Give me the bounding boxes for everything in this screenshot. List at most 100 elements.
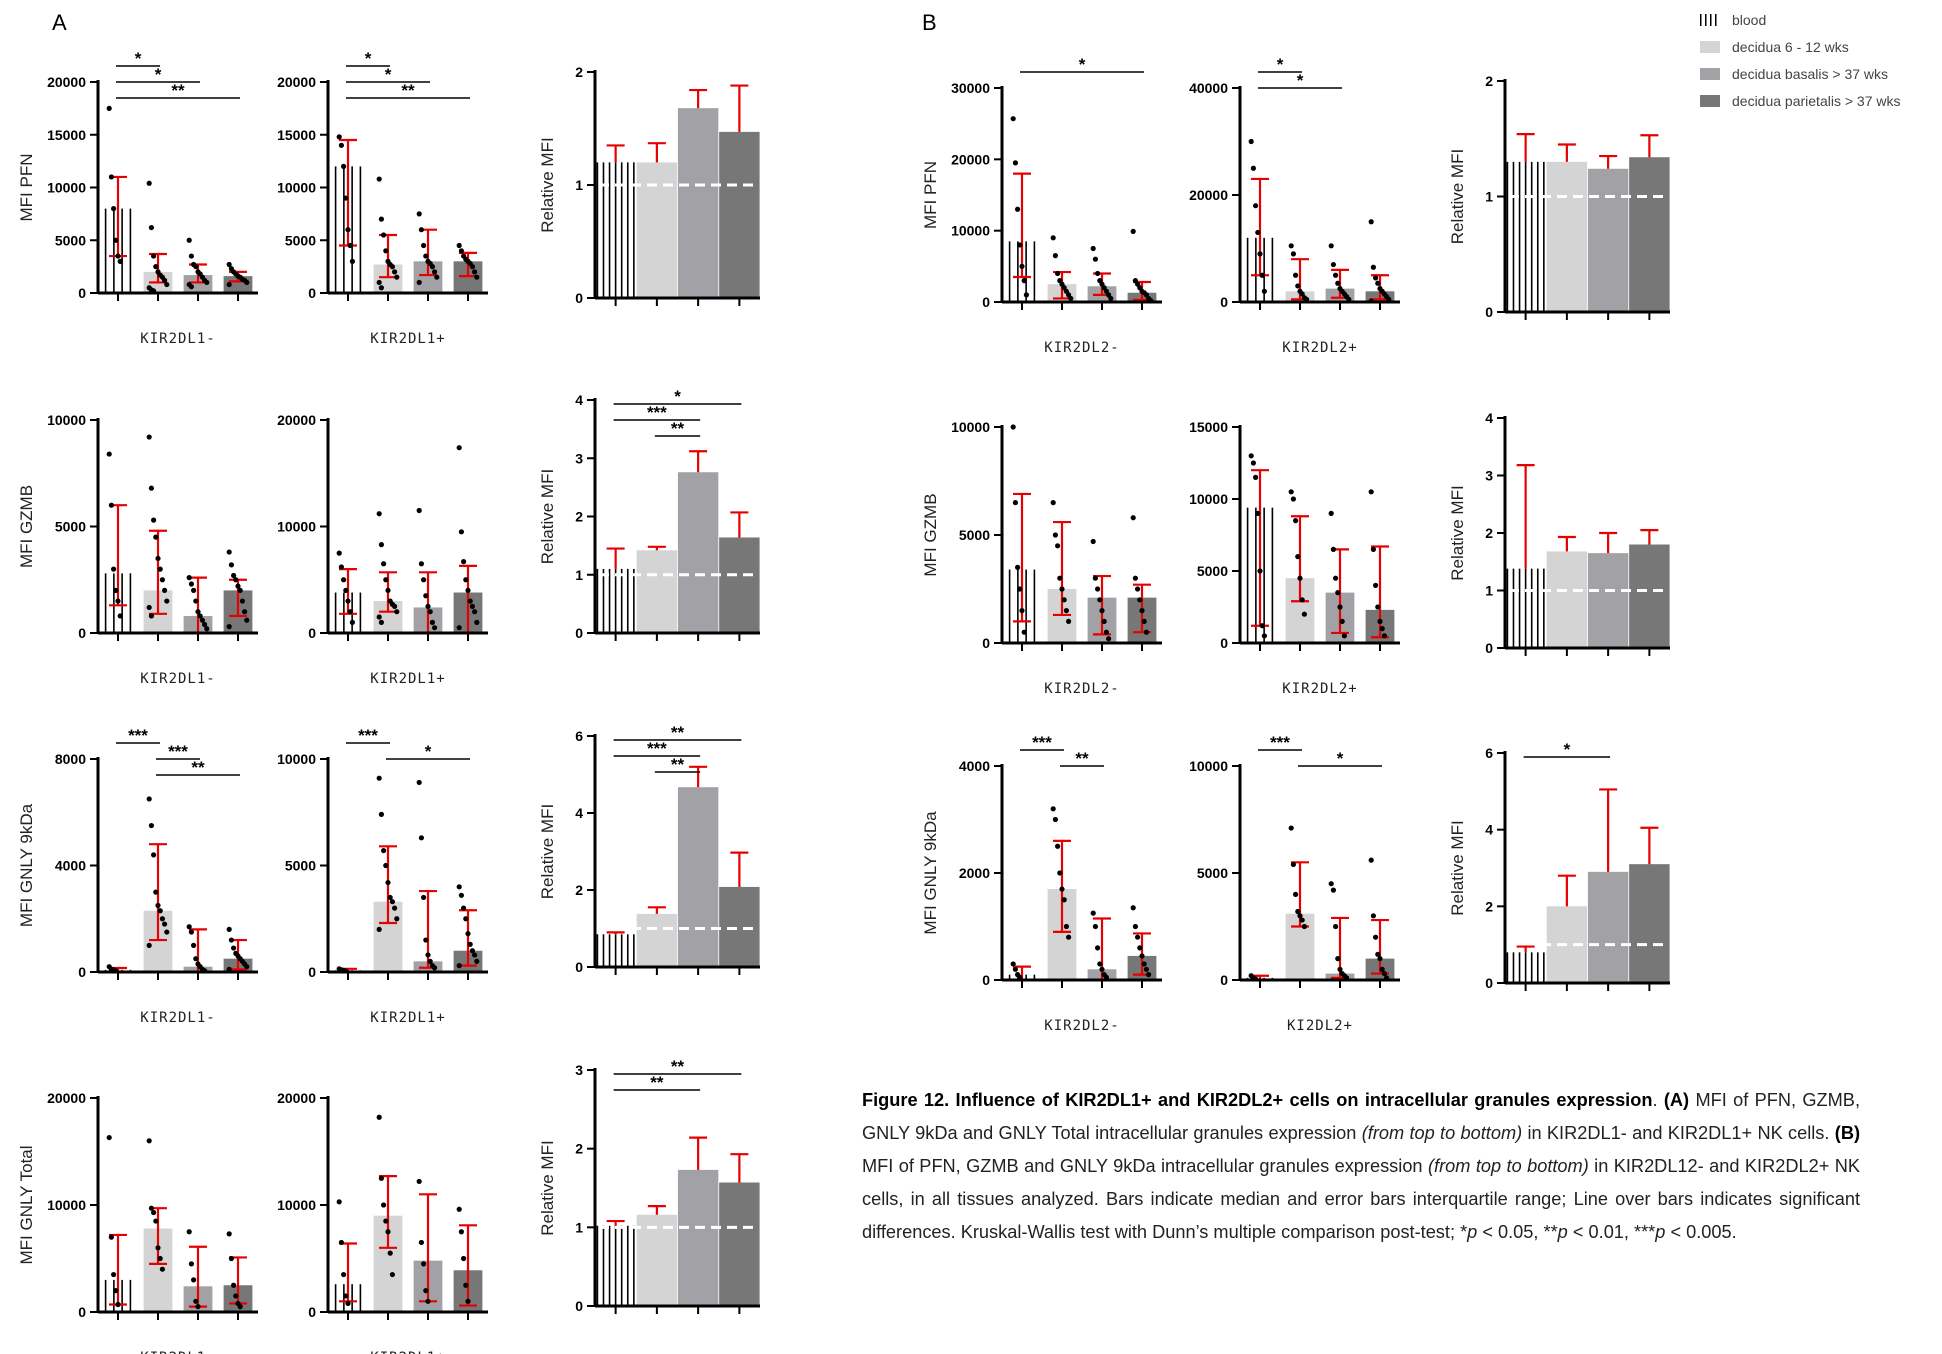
data-point [378, 542, 384, 548]
data-point [1021, 278, 1027, 284]
data-point [347, 242, 353, 249]
data-point [1373, 275, 1379, 281]
data-point [341, 1271, 347, 1278]
y-axis-label: Relative MFI [1448, 485, 1467, 580]
y-tick-label: 10000 [951, 419, 990, 435]
legend-label: blood [1732, 11, 1767, 28]
data-point [113, 237, 119, 243]
data-point [197, 613, 203, 619]
bar [1629, 544, 1670, 648]
data-point [1370, 913, 1376, 919]
data-point [115, 1301, 121, 1308]
caption-p: p [1467, 1222, 1478, 1242]
data-point [1250, 460, 1256, 466]
data-point [164, 598, 170, 604]
y-axis-label: MFI GZMB [921, 493, 940, 576]
data-point [416, 211, 422, 217]
data-point [469, 603, 475, 609]
bar [677, 108, 719, 298]
legend-label: decidua parietalis > 37 wks [1732, 92, 1901, 109]
data-point [1333, 923, 1339, 930]
y-tick-label: 4 [575, 805, 583, 821]
data-point [416, 279, 422, 286]
data-point [188, 284, 194, 290]
y-tick-label: 8000 [55, 751, 86, 767]
data-point [425, 1298, 431, 1304]
caption-emphasis: (from top to bottom) [1361, 1123, 1523, 1143]
data-point [148, 822, 154, 829]
data-point [1130, 228, 1136, 234]
bar [677, 472, 719, 633]
x-axis-label: KIR2DL1- [140, 1010, 215, 1026]
data-point [195, 1304, 201, 1310]
significance-label: *** [1032, 733, 1052, 752]
significance-label: ** [171, 81, 185, 100]
data-point [226, 624, 232, 630]
y-tick-label: 6 [575, 728, 583, 744]
data-point [1063, 608, 1069, 614]
y-tick-label: 10000 [277, 180, 316, 196]
data-point [343, 195, 349, 201]
x-axis-label: KIR2DL2- [1044, 1018, 1119, 1034]
data-point [164, 281, 170, 288]
significance-label: *** [647, 403, 667, 422]
y-tick-label: 20000 [277, 1090, 316, 1106]
y-axis-label: MFI GNLY 9kDa [17, 803, 36, 927]
data-point [467, 941, 473, 947]
data-point [1092, 575, 1098, 581]
data-point [1295, 554, 1301, 560]
data-point [1023, 292, 1029, 298]
y-tick-label: 15000 [1189, 419, 1228, 435]
data-point [193, 956, 199, 962]
data-point [148, 224, 154, 231]
data-point [336, 1199, 342, 1205]
data-point [1368, 857, 1374, 863]
data-point [338, 564, 344, 570]
data-point [188, 581, 194, 587]
data-point [1257, 568, 1263, 574]
data-point [195, 609, 201, 615]
x-axis-label: KIR2DL1- [140, 331, 215, 347]
data-point [1290, 861, 1296, 868]
data-point [456, 625, 462, 631]
data-point [418, 227, 424, 233]
data-point [349, 258, 355, 264]
data-point [1288, 243, 1294, 249]
data-point [1057, 575, 1063, 581]
bar [636, 1214, 678, 1306]
significance-label: ** [401, 81, 415, 100]
data-point [376, 279, 382, 286]
x-axis-label: KIR2DL1+ [370, 1010, 445, 1026]
data-point [1335, 956, 1341, 962]
data-point [146, 180, 152, 186]
data-point [463, 577, 469, 583]
bar [636, 550, 678, 633]
data-point [1099, 966, 1105, 972]
legend-item-decidua-parietalis: decidua parietalis > 37 wks [1700, 87, 1901, 114]
data-point [108, 1234, 114, 1240]
data-point [231, 572, 237, 579]
data-point [113, 587, 119, 594]
significance-label: ** [671, 419, 685, 438]
data-point [193, 598, 199, 604]
data-point [394, 274, 400, 280]
bar [677, 787, 719, 967]
data-point [1255, 510, 1261, 516]
data-point [155, 1245, 161, 1251]
data-point [146, 1138, 152, 1144]
legend-label: decidua basalis > 37 wks [1732, 65, 1889, 82]
y-tick-label: 0 [982, 972, 990, 988]
data-point [106, 451, 112, 457]
data-point [228, 562, 234, 568]
data-point [1253, 203, 1259, 209]
data-point [1337, 966, 1343, 972]
significance-label: * [385, 65, 392, 84]
data-point [349, 619, 355, 625]
y-tick-label: 0 [1485, 975, 1493, 991]
bar [1629, 864, 1670, 983]
data-point [336, 134, 342, 140]
y-tick-label: 20000 [47, 1090, 86, 1106]
data-point [1295, 908, 1301, 915]
data-point [1090, 245, 1096, 252]
data-point [1257, 251, 1263, 257]
